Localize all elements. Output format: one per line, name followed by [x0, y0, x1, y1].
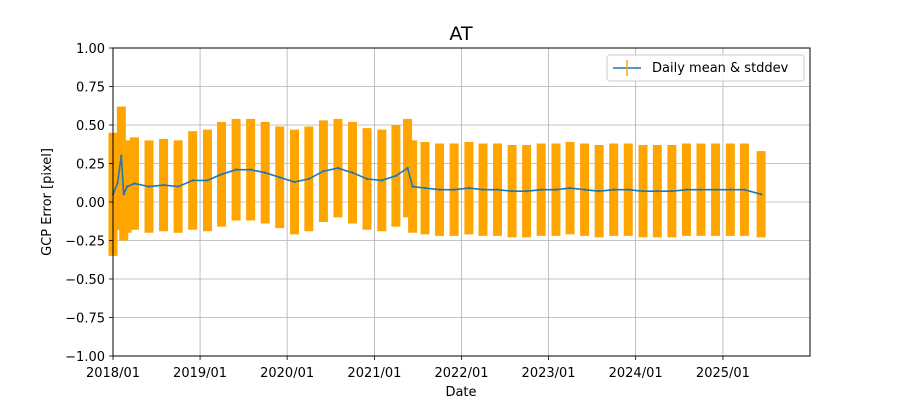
mean-point — [670, 190, 674, 193]
chart-title: AT — [449, 23, 473, 45]
mean-point — [249, 168, 252, 171]
mean-point — [656, 190, 659, 193]
x-tick-label: 2024/01 — [609, 366, 663, 381]
mean-point — [481, 188, 485, 191]
y-tick-label: −0.50 — [65, 273, 105, 288]
mean-point — [423, 186, 427, 190]
mean-point — [583, 188, 586, 191]
x-axis: 2018/01 2019/01 2020/01 2021/01 2022/01 2023/… — [86, 356, 750, 381]
mean-point — [116, 182, 119, 185]
mean-point — [307, 177, 311, 181]
mean-point — [133, 182, 136, 185]
mean-point — [743, 188, 746, 191]
legend-label: Daily mean & stddev — [652, 61, 789, 76]
x-axis-label: Date — [445, 385, 476, 400]
x-tick-label: 2018/01 — [86, 366, 140, 381]
mean-point — [467, 186, 471, 190]
x-tick-label: 2022/01 — [434, 366, 488, 381]
mean-point — [554, 188, 558, 191]
mean-point — [380, 179, 384, 182]
mean-point — [699, 188, 703, 191]
mean-point — [612, 188, 615, 191]
mean-point — [496, 188, 499, 191]
y-tick-label: −0.75 — [65, 312, 105, 327]
mean-point — [597, 190, 601, 193]
mean-point — [162, 183, 165, 187]
y-tick-label: 0.00 — [76, 196, 105, 211]
x-tick-label: 2023/01 — [522, 366, 576, 381]
y-axis-label: GCP Error [pixel] — [40, 148, 55, 256]
mean-point — [539, 188, 543, 191]
y-tick-label: 0.25 — [76, 158, 105, 173]
mean-point — [411, 185, 414, 188]
mean-point — [120, 154, 123, 157]
mean-point — [452, 188, 456, 191]
mean-point — [568, 186, 572, 190]
x-tick-label: 2025/01 — [696, 366, 750, 381]
y-tick-label: −0.25 — [65, 235, 105, 250]
y-tick-label: −1.00 — [65, 350, 105, 365]
mean-point — [191, 179, 194, 182]
mean-point — [394, 174, 398, 178]
mean-point — [365, 177, 369, 181]
mean-point — [729, 188, 732, 191]
y-tick-label: 0.50 — [76, 119, 105, 134]
mean-point — [278, 176, 281, 179]
mean-point — [714, 188, 717, 191]
mean-line — [112, 155, 762, 196]
mean-point — [122, 193, 125, 196]
mean-point — [322, 170, 325, 173]
mean-point — [263, 171, 267, 174]
mean-point — [525, 190, 528, 193]
x-tick-label: 2019/01 — [173, 366, 227, 381]
y-tick-label: 1.00 — [76, 42, 105, 57]
x-tick-label: 2021/01 — [347, 366, 401, 381]
mean-point — [176, 185, 180, 188]
mean-point — [206, 179, 209, 182]
mean-point — [147, 185, 151, 188]
mean-point — [336, 166, 340, 170]
mean-point — [234, 168, 238, 171]
legend: Daily mean & stddev — [606, 54, 805, 82]
mean-point — [351, 171, 354, 174]
y-tick-label: 0.75 — [76, 81, 105, 96]
mean-point — [293, 180, 296, 184]
mean-point — [220, 173, 223, 176]
mean-point — [510, 190, 514, 193]
mean-point — [438, 188, 441, 191]
y-axis: −1.00 −0.75 −0.50 −0.25 0.00 0.25 0.50 0.75 1.00 — [65, 42, 113, 365]
x-tick-label: 2020/01 — [260, 366, 314, 381]
legend-box — [606, 54, 805, 82]
mean-point — [627, 188, 630, 191]
mean-point — [759, 193, 763, 196]
mean-point — [685, 188, 688, 191]
mean-point — [125, 185, 129, 188]
mean-point — [641, 190, 645, 193]
mean-point — [406, 166, 409, 170]
plot-area — [108, 106, 766, 256]
